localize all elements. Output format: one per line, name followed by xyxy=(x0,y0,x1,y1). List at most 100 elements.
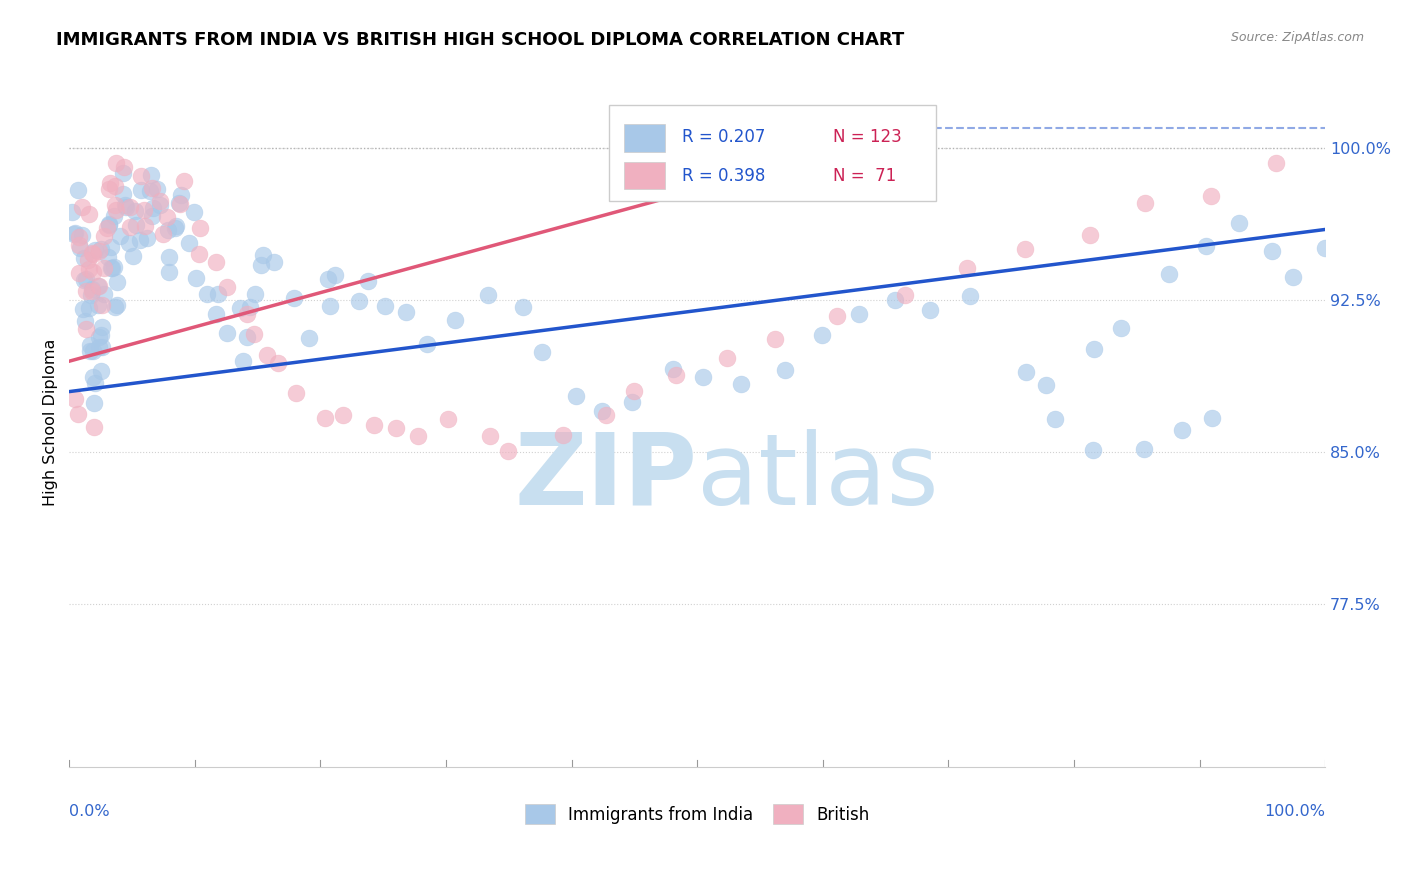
Point xyxy=(215,326,238,341)
Point xyxy=(73,273,96,287)
Point xyxy=(101,261,124,276)
Point xyxy=(70,228,93,243)
Point xyxy=(79,207,101,221)
Point xyxy=(236,307,259,321)
Point xyxy=(239,301,262,315)
Y-axis label: High School Diploma: High School Diploma xyxy=(44,338,58,506)
Point xyxy=(63,227,86,241)
Point xyxy=(825,310,848,324)
Point xyxy=(811,328,834,343)
Point xyxy=(89,279,111,293)
Point xyxy=(77,252,100,267)
Point xyxy=(82,370,104,384)
Point xyxy=(318,299,340,313)
Point xyxy=(90,340,112,354)
Point xyxy=(530,345,553,359)
Point xyxy=(665,368,688,382)
Point xyxy=(1043,412,1066,426)
Point xyxy=(73,252,96,266)
Point xyxy=(118,236,141,251)
Point xyxy=(79,337,101,351)
Point xyxy=(188,247,211,261)
Point xyxy=(134,203,156,218)
Point xyxy=(1264,156,1286,170)
Point xyxy=(90,364,112,378)
Point xyxy=(63,227,86,241)
Point xyxy=(250,258,273,272)
Point xyxy=(96,220,118,235)
Point xyxy=(135,231,157,245)
Point xyxy=(1313,241,1336,255)
Point xyxy=(120,219,142,234)
Point xyxy=(184,271,207,285)
Point xyxy=(1282,270,1305,285)
FancyBboxPatch shape xyxy=(609,105,936,202)
Point xyxy=(692,370,714,384)
Point xyxy=(730,376,752,391)
Point xyxy=(86,279,108,293)
Point xyxy=(104,156,127,170)
Point xyxy=(60,205,83,219)
Point xyxy=(152,227,174,241)
Point xyxy=(131,183,153,197)
Point xyxy=(188,221,211,235)
Point xyxy=(69,266,91,280)
Point xyxy=(205,307,228,321)
Point xyxy=(662,362,685,376)
Point xyxy=(69,241,91,255)
Point xyxy=(93,260,115,275)
Point xyxy=(205,255,228,269)
Point xyxy=(103,209,125,223)
Point xyxy=(479,428,502,442)
Point xyxy=(146,181,169,195)
Text: Source: ZipAtlas.com: Source: ZipAtlas.com xyxy=(1230,31,1364,45)
Point xyxy=(125,218,148,232)
Point xyxy=(893,287,915,301)
Point xyxy=(77,301,100,315)
Point xyxy=(67,230,90,244)
Point xyxy=(416,337,439,351)
Point xyxy=(1157,267,1180,281)
Point xyxy=(252,248,274,262)
Point xyxy=(70,200,93,214)
Point xyxy=(955,261,977,276)
Point xyxy=(157,265,180,279)
Point xyxy=(115,200,138,214)
Point xyxy=(1195,238,1218,252)
Point xyxy=(157,222,180,236)
Point xyxy=(114,198,136,212)
Point xyxy=(83,420,105,434)
Text: IMMIGRANTS FROM INDIA VS BRITISH HIGH SCHOOL DIPLOMA CORRELATION CHART: IMMIGRANTS FROM INDIA VS BRITISH HIGH SC… xyxy=(56,31,904,49)
Point xyxy=(623,384,645,399)
Point xyxy=(229,301,252,316)
Point xyxy=(165,219,187,233)
Point xyxy=(267,356,290,370)
Point xyxy=(232,353,254,368)
Point xyxy=(236,329,259,343)
Point xyxy=(565,389,588,403)
Point xyxy=(105,298,128,312)
Text: atlas: atlas xyxy=(697,429,939,525)
Point xyxy=(285,385,308,400)
Point xyxy=(104,202,127,217)
Point xyxy=(134,219,156,234)
Point xyxy=(104,300,127,314)
Point xyxy=(100,240,122,254)
Point xyxy=(156,210,179,224)
Point xyxy=(263,255,285,269)
Point xyxy=(98,182,121,196)
Point xyxy=(80,285,103,299)
Point xyxy=(75,272,97,286)
Point xyxy=(91,319,114,334)
Text: ZIP: ZIP xyxy=(515,429,697,525)
Point xyxy=(283,291,305,305)
Point xyxy=(298,331,321,345)
Point xyxy=(1081,443,1104,458)
Point xyxy=(884,293,907,307)
FancyBboxPatch shape xyxy=(624,161,665,189)
Point xyxy=(207,287,229,301)
Point xyxy=(67,407,90,421)
Point xyxy=(1035,377,1057,392)
Point xyxy=(163,220,186,235)
Point xyxy=(138,184,160,198)
